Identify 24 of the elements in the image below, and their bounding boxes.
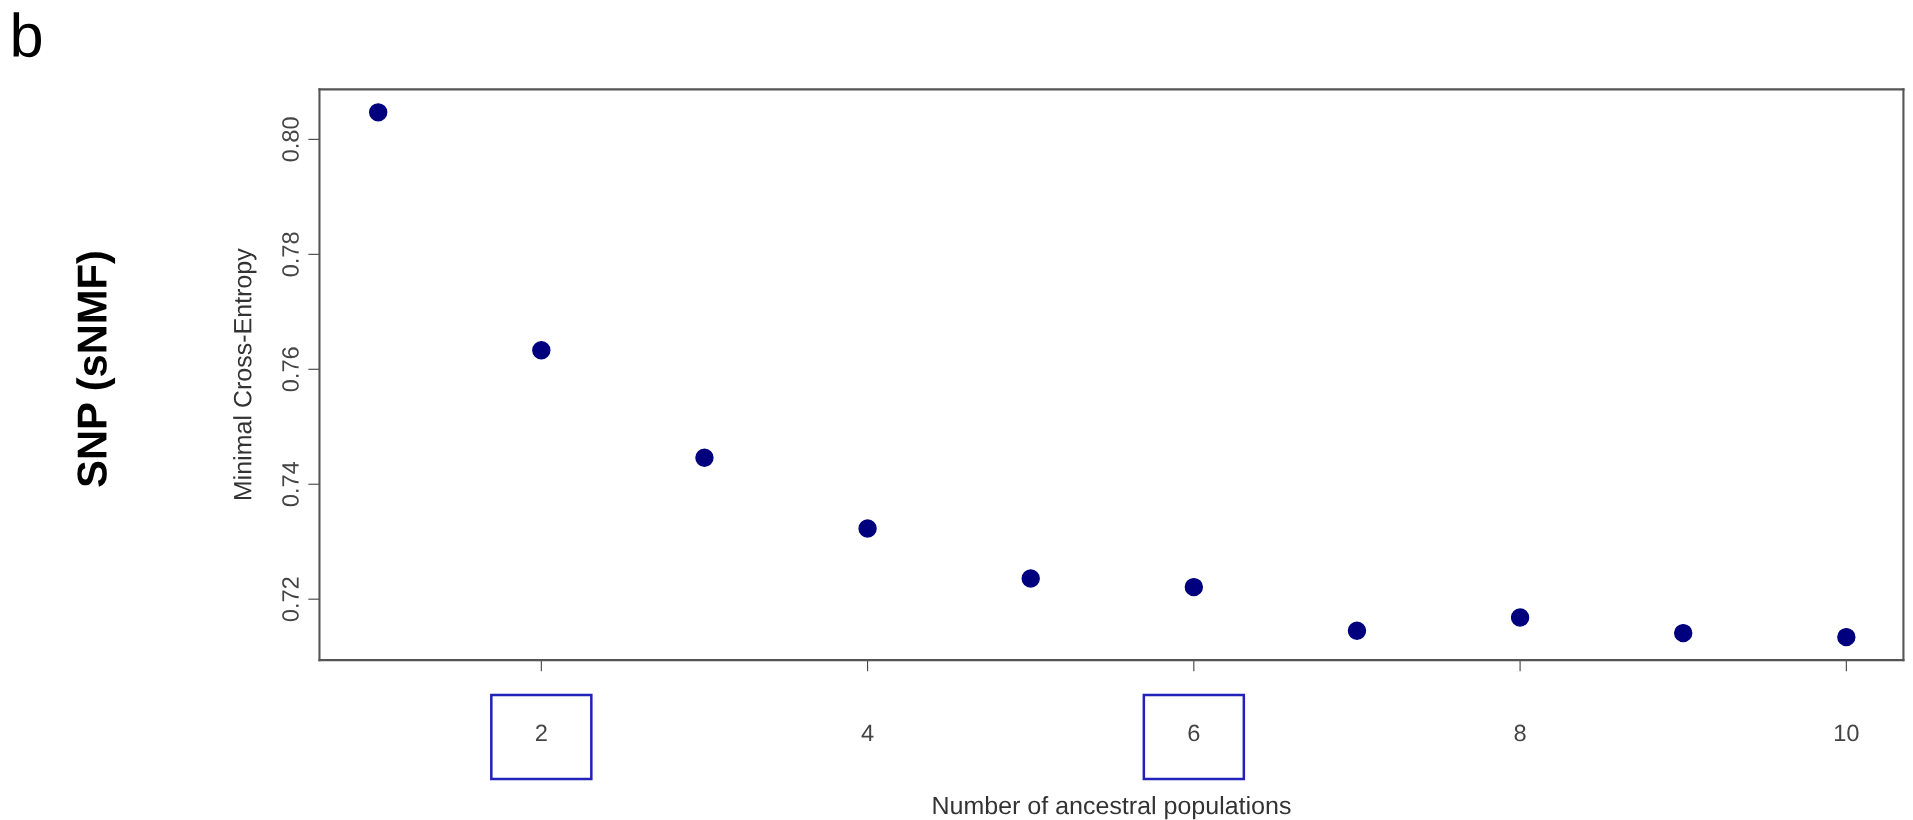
point xyxy=(1021,569,1040,588)
point xyxy=(532,341,551,360)
x-tick-label: 10 xyxy=(1835,724,1859,742)
y-tick-label: 0.74 xyxy=(282,461,299,507)
point xyxy=(1837,627,1856,647)
x-tick-label: 6 xyxy=(1188,724,1200,742)
y-tick-label: 0.72 xyxy=(282,577,299,622)
point xyxy=(1347,621,1367,640)
point xyxy=(695,448,714,467)
point xyxy=(1510,608,1530,627)
y-tick-label: 0.78 xyxy=(282,232,299,277)
x-tick-label: 2 xyxy=(535,724,547,742)
x-tick-label: 8 xyxy=(1514,724,1526,742)
point xyxy=(1184,577,1204,597)
point xyxy=(1674,623,1693,643)
y-tick-label: 0.76 xyxy=(282,347,299,392)
y-axis-title: Minimal Cross-Entropy xyxy=(233,248,257,500)
point xyxy=(858,519,877,538)
y-tick-label: 0.80 xyxy=(282,117,299,162)
x-axis-title: Number of ancestral populations xyxy=(933,796,1291,820)
text: SNP (sNMF) xyxy=(76,252,116,487)
text: b xyxy=(13,12,41,58)
x-tick-label: 4 xyxy=(861,724,874,742)
point xyxy=(368,103,388,122)
